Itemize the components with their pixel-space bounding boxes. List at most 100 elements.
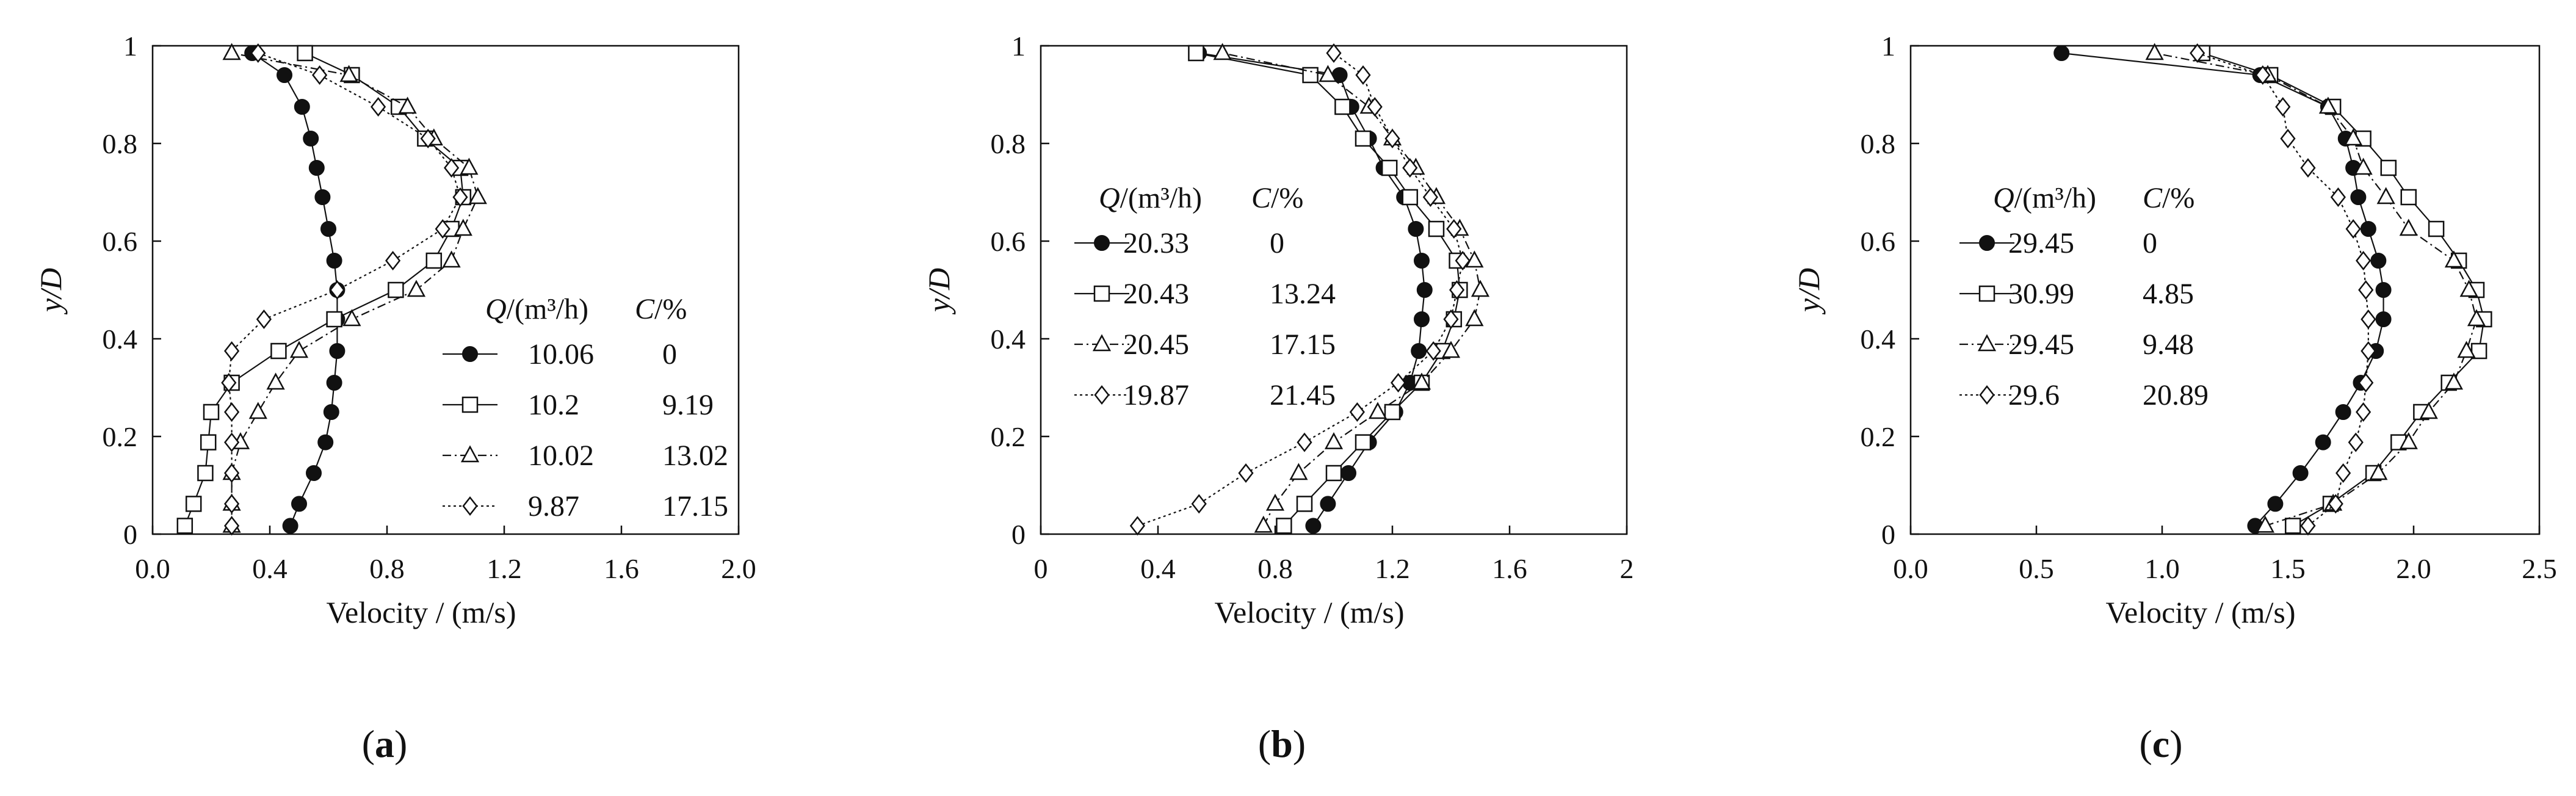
data-point <box>425 252 443 269</box>
legend-marker <box>462 496 478 516</box>
data-point <box>1296 496 1313 512</box>
plot-frame <box>1909 45 2541 535</box>
data-point <box>256 309 272 330</box>
data-point <box>314 189 331 205</box>
data-point <box>1384 403 1401 421</box>
legend-entry: 10.2 9.19 <box>443 389 714 421</box>
legend-q-unit: /(m³/h) <box>1120 182 1202 214</box>
data-point <box>1355 434 1372 450</box>
data-point <box>2255 65 2271 85</box>
legend-c-value: 17.15 <box>1270 328 1336 361</box>
data-point <box>1367 96 1383 117</box>
legend-q-value: 20.33 <box>1123 227 1189 259</box>
caption-open-paren: ( <box>362 722 375 765</box>
data-point <box>250 43 266 63</box>
y-tick-label: 0.6 <box>991 226 1026 257</box>
data-point <box>200 434 217 450</box>
legend-entry: 20.43 13.24 <box>1074 278 1336 310</box>
legend-c-symbol: C <box>2143 182 2163 214</box>
data-point <box>1297 432 1312 452</box>
x-tick-label: 0.0 <box>1893 553 1928 584</box>
x-tick-label: 0 <box>1034 553 1048 584</box>
data-point <box>1213 43 1232 60</box>
data-point <box>1340 465 1356 481</box>
data-point <box>460 157 479 175</box>
data-point <box>2335 404 2351 420</box>
data-point <box>2345 219 2361 239</box>
x-tick-label: 1.2 <box>487 553 522 584</box>
data-point <box>2280 128 2296 149</box>
data-point <box>388 281 404 298</box>
data-point <box>2145 43 2164 60</box>
data-point <box>1412 372 1431 390</box>
legend-marker <box>460 445 480 463</box>
data-point <box>329 343 346 359</box>
data-point <box>2399 219 2418 236</box>
data-point <box>1265 493 1285 511</box>
legend-c-value: 9.19 <box>662 389 714 421</box>
data-point <box>320 221 336 237</box>
data-point <box>2459 280 2478 297</box>
data-point <box>1425 341 1441 361</box>
data-point <box>2457 341 2476 358</box>
caption-letter: c <box>2152 722 2169 765</box>
data-point <box>1455 250 1471 271</box>
data-point <box>1355 130 1372 147</box>
caption-letter: a <box>375 722 394 765</box>
legend-q-value: 29.45 <box>2008 328 2074 361</box>
legend-entry: 30.99 4.85 <box>1959 278 2194 310</box>
data-point <box>1443 309 1459 330</box>
legend-c-value: 21.45 <box>1270 379 1336 411</box>
data-point <box>452 187 468 208</box>
data-point <box>1305 518 1322 534</box>
caption-letter: b <box>1271 722 1293 765</box>
legend-entry: 29.6 20.89 <box>1959 379 2209 411</box>
y-tick-label: 1 <box>1881 31 1895 62</box>
data-point <box>468 187 487 204</box>
legend-c-symbol: C <box>1251 182 1272 214</box>
legend-c-value: 20.89 <box>2143 379 2209 411</box>
x-tick-label: 0.4 <box>1140 553 1176 584</box>
data-point <box>2444 250 2464 268</box>
data-point <box>1391 372 1406 393</box>
legend-marker <box>1094 385 1110 405</box>
data-point <box>1384 128 1400 149</box>
data-point <box>1325 465 1342 482</box>
data-point <box>2300 516 2316 536</box>
y-tick-label: 0.8 <box>1861 128 1896 159</box>
data-point <box>1334 98 1351 115</box>
data-point <box>1276 518 1292 534</box>
data-point <box>277 67 292 83</box>
data-point <box>2315 434 2331 450</box>
data-point <box>2267 496 2284 512</box>
data-point <box>2356 250 2372 271</box>
data-point <box>2350 189 2367 205</box>
data-point <box>2358 372 2374 393</box>
data-point <box>221 372 237 393</box>
y-tick-label: 0 <box>123 519 137 550</box>
data-point <box>317 434 334 450</box>
data-point <box>224 341 240 361</box>
series-line <box>228 52 461 526</box>
data-point <box>176 518 194 534</box>
series-4 <box>2190 43 2376 536</box>
legend-header-c: C/% <box>635 293 687 325</box>
data-point <box>1289 463 1308 480</box>
data-point <box>329 280 345 300</box>
y-axis-label: y/D <box>922 268 956 315</box>
data-point <box>1446 219 1462 239</box>
data-point <box>398 96 417 114</box>
data-point <box>2375 311 2392 327</box>
data-point <box>1188 45 1204 62</box>
x-axis-label: Velocity / (m/s) <box>1214 595 1404 629</box>
data-point <box>1320 496 1336 512</box>
legend-header-q: Q/(m³/h) <box>1993 182 2096 214</box>
legend-q-symbol: Q <box>1099 182 1120 214</box>
data-point <box>224 402 240 422</box>
legend-marker <box>461 396 479 413</box>
data-point <box>2190 43 2205 63</box>
legend-q-value: 10.2 <box>528 389 579 421</box>
legend-marker <box>1979 385 1995 405</box>
legend-entry: 20.45 17.15 <box>1074 328 1336 361</box>
legend-marker <box>462 346 478 362</box>
